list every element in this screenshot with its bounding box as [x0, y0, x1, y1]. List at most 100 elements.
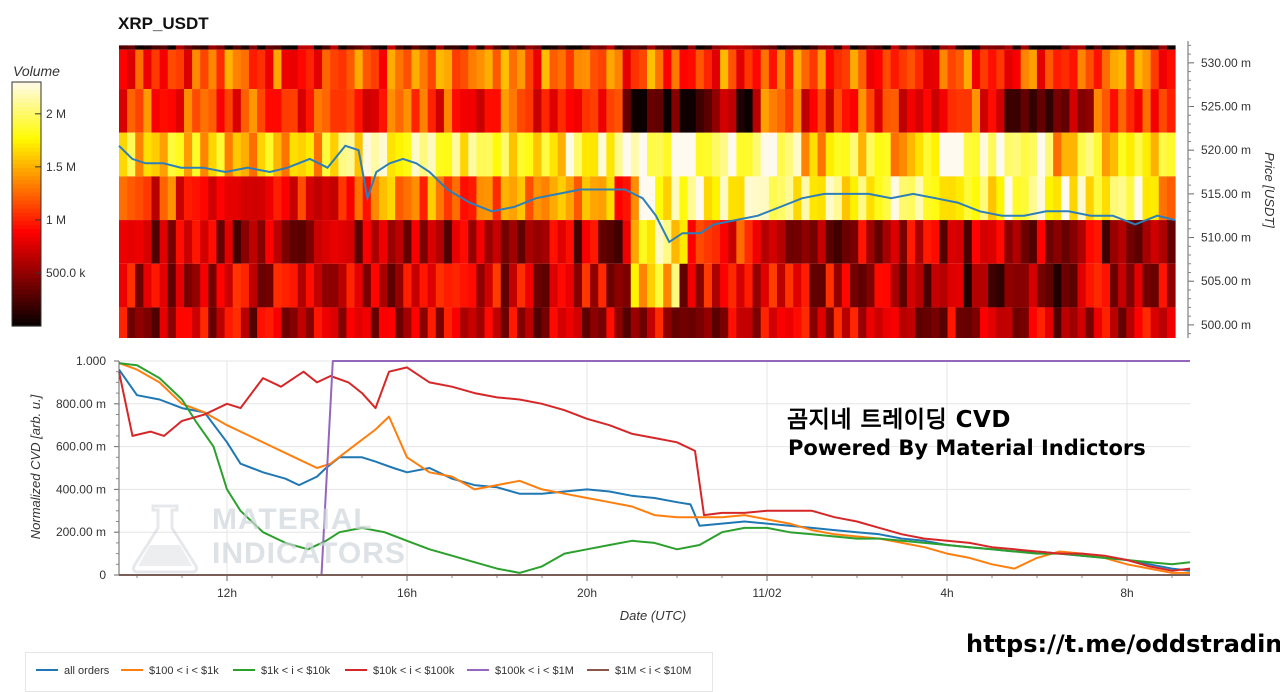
heatmap-cell — [955, 132, 965, 177]
heatmap-cell — [240, 49, 250, 90]
heatmap-cell — [1142, 132, 1152, 177]
heatmap-cell — [622, 307, 632, 338]
heatmap-cell — [492, 45, 502, 50]
heatmap-cell — [614, 45, 624, 50]
legend-item[interactable]: all orders — [36, 665, 109, 677]
heatmap-cell — [785, 89, 794, 133]
heatmap-cell — [906, 89, 916, 133]
heatmap-cell — [915, 45, 924, 50]
heatmap-cell — [801, 45, 811, 50]
heatmap-cell — [1053, 176, 1062, 221]
heatmap-cell — [1045, 263, 1054, 308]
heatmap-cell — [655, 176, 664, 221]
heatmap-cell — [858, 263, 867, 308]
heatmap-cell — [200, 176, 209, 221]
heatmap-cell — [192, 89, 201, 133]
heatmap-cell — [906, 307, 916, 338]
heatmap-cell — [1142, 220, 1152, 264]
heatmap-cell — [663, 307, 672, 338]
heatmap-cell — [257, 307, 266, 338]
heatmap-cell — [882, 263, 892, 308]
legend-item[interactable]: $10k < i < $100k — [345, 665, 454, 677]
legend-item[interactable]: $1k < i < $10k — [233, 665, 330, 677]
heatmap-cell — [833, 220, 843, 264]
heatmap-cell — [338, 89, 348, 133]
heatmap-cell — [850, 307, 859, 338]
heatmap-cell — [1093, 263, 1103, 308]
heatmap-cell — [468, 45, 478, 50]
cvd-series-line — [118, 362, 1191, 574]
heatmap-cell — [1053, 49, 1062, 90]
heatmap-cell — [622, 89, 632, 133]
legend-label: all orders — [64, 665, 110, 677]
heatmap-cell — [809, 307, 819, 338]
legend-item[interactable]: $100k < i < $1M — [467, 665, 574, 677]
heatmap-cell — [419, 176, 429, 221]
heatmap-cell — [606, 49, 616, 90]
heatmap-cell — [882, 45, 892, 50]
legend-item[interactable]: $100 < i < $1k — [121, 665, 219, 677]
telegram-link[interactable]: https://t.me/oddstrading2 — [966, 630, 1280, 658]
heatmap-cell — [1110, 307, 1119, 338]
heatmap-cell — [728, 263, 737, 308]
heatmap-cell — [1020, 263, 1030, 308]
heatmap-cell — [460, 49, 469, 90]
heatmap-cell — [232, 307, 242, 338]
heatmap-cell — [630, 89, 640, 133]
heatmap-cell — [484, 89, 494, 133]
heatmap-cell — [183, 89, 193, 133]
heatmap-cell — [744, 176, 754, 221]
colorbar-step — [12, 321, 41, 327]
heatmap-cell — [175, 49, 185, 90]
heatmap-cell — [435, 176, 445, 221]
heatmap-cell — [411, 176, 421, 221]
heatmap-cell — [898, 176, 908, 221]
colorbar-step — [12, 98, 41, 103]
y-axis-tick-label: 400.00 m — [56, 482, 106, 496]
x-axis-tick-label: 4h — [940, 586, 953, 600]
heatmap-cell — [362, 132, 372, 177]
heatmap-cell — [752, 220, 762, 264]
price-axis-tick-label: 515.00 m — [1201, 187, 1251, 201]
colorbar-step — [12, 248, 41, 254]
heatmap-cell — [151, 49, 161, 90]
heatmap-cell — [825, 49, 835, 90]
heatmap-cell — [647, 263, 656, 308]
heatmap-cell — [720, 220, 729, 264]
heatmap-cell — [411, 49, 421, 90]
colorbar-step — [12, 163, 41, 168]
heatmap-cell — [768, 45, 778, 50]
heatmap-cell — [776, 263, 786, 308]
heatmap-cell — [1101, 89, 1111, 133]
heatmap-cell — [500, 263, 510, 308]
heatmap-cell — [841, 176, 851, 221]
heatmap-cell — [565, 89, 575, 133]
heatmap-cell — [517, 132, 526, 177]
heatmap-cell — [313, 132, 323, 177]
heatmap-cell — [135, 220, 144, 264]
heatmap-cell — [1085, 176, 1095, 221]
heatmap-cell — [338, 45, 348, 50]
heatmap-cell — [671, 263, 681, 308]
heatmap-cell — [1142, 89, 1152, 133]
heatmap-cell — [573, 176, 583, 221]
heatmap-cell — [1020, 176, 1030, 221]
heatmap-cell — [1036, 45, 1046, 50]
chart-title: XRP_USDT — [118, 14, 209, 33]
heatmap-cell — [898, 220, 908, 264]
heatmap-cell — [898, 132, 908, 177]
heatmap-cell — [1069, 220, 1079, 264]
colorbar-step — [12, 277, 41, 282]
heatmap-cell — [565, 263, 575, 308]
legend-item[interactable]: $1M < i < $10M — [587, 665, 691, 677]
colorbar-step — [12, 143, 41, 148]
colorbar-step — [12, 195, 41, 201]
heatmap-cell — [817, 263, 827, 308]
heatmap-cell — [736, 132, 746, 177]
heatmap-cell — [671, 45, 681, 50]
heatmap-cell — [931, 132, 941, 177]
heatmap-cell — [679, 307, 689, 338]
heatmap-cell — [720, 263, 729, 308]
heatmap-cell — [281, 49, 291, 90]
heatmap-cell — [492, 89, 502, 133]
